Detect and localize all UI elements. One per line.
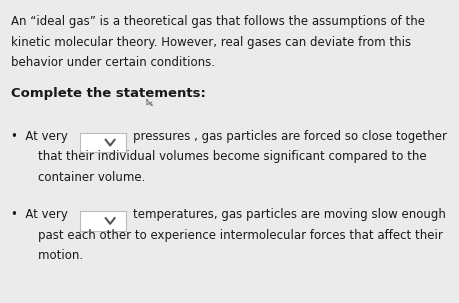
Text: kinetic molecular theory. However, real gases can deviate from this: kinetic molecular theory. However, real …: [11, 36, 412, 49]
Text: container volume.: container volume.: [23, 171, 146, 184]
Text: •  At very: • At very: [11, 130, 68, 143]
Text: that their individual volumes become significant compared to the: that their individual volumes become sig…: [23, 150, 426, 163]
Text: An “ideal gas” is a theoretical gas that follows the assumptions of the: An “ideal gas” is a theoretical gas that…: [11, 15, 425, 28]
Text: pressures , gas particles are forced so close together: pressures , gas particles are forced so …: [133, 130, 447, 143]
Text: motion.: motion.: [23, 249, 83, 262]
Text: temperatures, gas particles are moving slow enough: temperatures, gas particles are moving s…: [133, 208, 446, 221]
Text: past each other to experience intermolecular forces that affect their: past each other to experience intermolec…: [23, 228, 443, 241]
Text: •  At very: • At very: [11, 208, 68, 221]
Text: Complete the statements:: Complete the statements:: [11, 87, 207, 100]
Text: behavior under certain conditions.: behavior under certain conditions.: [11, 56, 215, 69]
